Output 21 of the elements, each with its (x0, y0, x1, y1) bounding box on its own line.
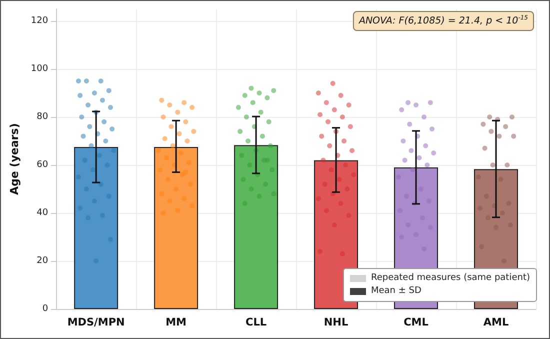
legend-box: Repeated measures (same patient) Mean ± SD (342, 268, 537, 302)
y-tick-label: 20 (36, 256, 48, 266)
bar (74, 147, 118, 309)
annotation: Mean ± SD (370, 285, 422, 298)
y-axis-title: Age (years) (8, 123, 21, 195)
bar (154, 147, 198, 309)
bar (314, 160, 358, 309)
x-tick-label: MDS/MPN (67, 316, 125, 328)
x-tick-label: CLL (246, 316, 267, 328)
y-tick-label: 80 (36, 112, 48, 122)
x-tick-label: AML (483, 316, 509, 328)
y-tick-label: 60 (36, 160, 48, 170)
x-tick-label: CML (404, 316, 429, 328)
y-tick-label: 0 (42, 304, 48, 314)
y-tick-label: 40 (36, 208, 48, 218)
y-tick-label: 120 (30, 16, 48, 26)
bar (234, 145, 278, 309)
y-tick-label: 100 (30, 64, 48, 74)
x-tick-label: NHL (324, 316, 348, 328)
annotation: Repeated measures (same patient) (370, 272, 530, 285)
x-tick-label: MM (166, 316, 187, 328)
